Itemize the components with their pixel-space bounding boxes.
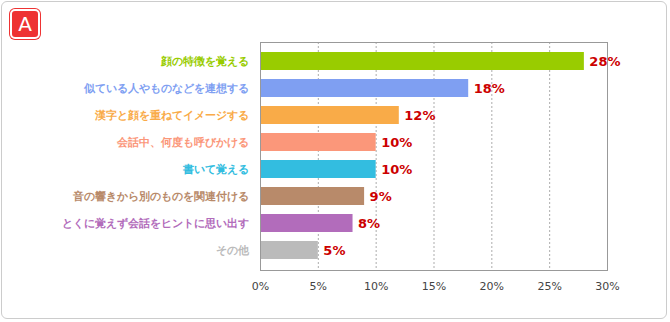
html-text:A: A (18, 12, 32, 36)
svg-text:12%: 12% (404, 108, 435, 123)
svg-text:その他: その他 (216, 244, 250, 257)
svg-text:20%: 20% (480, 280, 504, 293)
svg-text:18%: 18% (474, 81, 505, 96)
svg-text:15%: 15% (422, 280, 446, 293)
svg-text:書いて覚える: 書いて覚える (182, 163, 249, 176)
svg-text:似ている人やものなどを連想する: 似ている人やものなどを連想する (83, 82, 249, 95)
svg-text:9%: 9% (370, 189, 392, 204)
svg-text:5%: 5% (310, 280, 327, 293)
svg-text:28%: 28% (589, 54, 620, 69)
svg-text:10%: 10% (381, 162, 412, 177)
svg-text:漢字と顔を重ねてイメージする: 漢字と顔を重ねてイメージする (94, 109, 249, 122)
svg-text:10%: 10% (381, 135, 412, 150)
svg-text:25%: 25% (537, 280, 561, 293)
svg-text:5%: 5% (323, 243, 345, 258)
svg-text:10%: 10% (364, 280, 388, 293)
svg-text:会話中、何度も呼びかける: 会話中、何度も呼びかける (116, 136, 249, 149)
svg-text:0%: 0% (252, 280, 269, 293)
svg-text:音の響きから別のものを関連付ける: 音の響きから別のものを関連付ける (72, 190, 249, 203)
svg-text:8%: 8% (358, 216, 380, 231)
svg-text:30%: 30% (595, 280, 619, 293)
svg-text:顔の特徴を覚える: 顔の特徴を覚える (160, 55, 249, 68)
svg-text:とくに覚えず会話をヒントに思い出す: とくに覚えず会話をヒントに思い出す (62, 217, 249, 230)
